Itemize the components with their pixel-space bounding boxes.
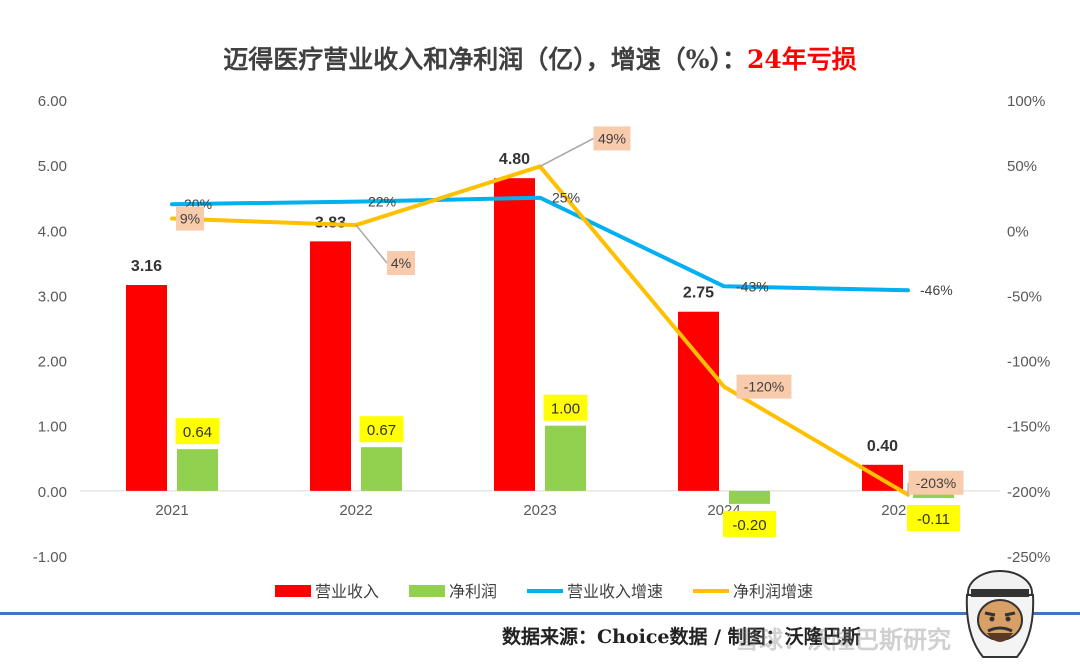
y-left-tick-label: 2.00 <box>38 354 67 371</box>
profit-growth-leader-line <box>539 137 594 168</box>
chart-title-highlight: 24年亏损 <box>746 45 857 74</box>
legend-swatch <box>275 585 311 597</box>
y-left-tick-label: 3.00 <box>38 288 67 305</box>
revenue-bar <box>310 241 351 491</box>
chart-title: 迈得医疗营业收入和净利润（亿），增速（%）：24年亏损 <box>0 40 1080 76</box>
net-profit-bar <box>729 490 770 504</box>
y-left-tick-label: 1.00 <box>38 419 67 436</box>
y-right-tick-label: 50% <box>1007 158 1037 175</box>
net-profit-label-box <box>359 416 404 443</box>
profit-growth-data-label: 49% <box>598 130 626 146</box>
profit-growth-label-box <box>176 206 204 231</box>
net-profit-bar <box>177 449 218 491</box>
revenue-growth-data-label: -46% <box>920 282 953 298</box>
y-right-tick-label: -100% <box>1007 354 1050 371</box>
y-left-tick-label: 4.00 <box>38 223 67 240</box>
revenue-growth-data-label: -43% <box>736 278 769 294</box>
y-left-tick-label: 5.00 <box>38 158 67 175</box>
net-profit-label-box <box>175 418 220 445</box>
net-profit-data-label: 1.00 <box>551 401 580 418</box>
legend-label: 净利润 <box>449 582 497 601</box>
revenue-growth-data-label: 25% <box>552 190 580 206</box>
net-profit-data-label: -0.20 <box>732 517 766 534</box>
profit-growth-line <box>170 164 910 497</box>
x-tick-label: 2023 <box>523 502 556 519</box>
y-right-tick-label: -200% <box>1007 484 1050 501</box>
profit-growth-leader-line <box>355 224 388 264</box>
mascot-logo <box>965 570 1035 658</box>
y-right-tick-label: 0% <box>1007 223 1029 240</box>
y-right-tick-label: -50% <box>1007 288 1042 305</box>
profit-growth-data-label: -120% <box>744 379 784 395</box>
y-right-tick-label: -250% <box>1007 549 1050 566</box>
revenue-growth-data-label: 22% <box>368 194 396 210</box>
net-profit-bar <box>361 447 402 491</box>
net-profit-bar <box>545 425 586 491</box>
profit-growth-data-label: -203% <box>916 475 956 491</box>
net-profit-label-box <box>723 510 776 537</box>
profit-growth-label-box <box>387 251 415 276</box>
profit-growth-data-label: 9% <box>180 211 200 227</box>
y-right-tick-label: -150% <box>1007 419 1050 436</box>
x-tick-label: 2021 <box>155 502 188 519</box>
legend-label: 净利润增速 <box>733 582 813 601</box>
y-left-tick-label: -1.00 <box>33 549 67 566</box>
revenue-data-label: 3.16 <box>131 258 162 275</box>
net-profit-data-label: 0.64 <box>183 424 212 441</box>
legend-label: 营业收入 <box>315 582 379 601</box>
footer-divider <box>0 612 1080 615</box>
watermark: 雪球：沃隆巴斯研究 <box>735 627 951 654</box>
y-right-tick-label: 100% <box>1007 93 1045 110</box>
y-left-tick-label: 6.00 <box>38 93 67 110</box>
net-profit-data-label: -0.11 <box>917 511 950 528</box>
x-tick-label: 2022 <box>339 502 372 519</box>
revenue-data-label: 2.75 <box>683 285 714 302</box>
legend-label: 营业收入增速 <box>567 582 663 601</box>
profit-growth-label-box <box>736 374 792 399</box>
net-profit-label-box <box>543 394 588 421</box>
net-profit-data-label: 0.67 <box>367 422 396 439</box>
source-note: 数据来源：Choice数据 / 制图：沃隆巴斯 <box>502 626 861 648</box>
net-profit-label-box <box>907 505 960 532</box>
y-left-tick-label: 0.00 <box>38 484 67 501</box>
revenue-data-label: 4.80 <box>499 151 530 168</box>
revenue-bar <box>494 178 535 491</box>
profit-growth-label-box <box>908 470 964 495</box>
chart-title-main: 迈得医疗营业收入和净利润（亿），增速（%）： <box>223 45 747 74</box>
revenue-growth-line <box>170 195 910 293</box>
profit-growth-data-label: 4% <box>391 255 411 271</box>
profit-growth-label-box <box>593 126 631 151</box>
profit-growth-leader-line <box>907 482 910 495</box>
legend-swatch <box>409 585 445 597</box>
revenue-bar <box>126 285 167 491</box>
revenue-data-label: 0.40 <box>867 438 898 455</box>
